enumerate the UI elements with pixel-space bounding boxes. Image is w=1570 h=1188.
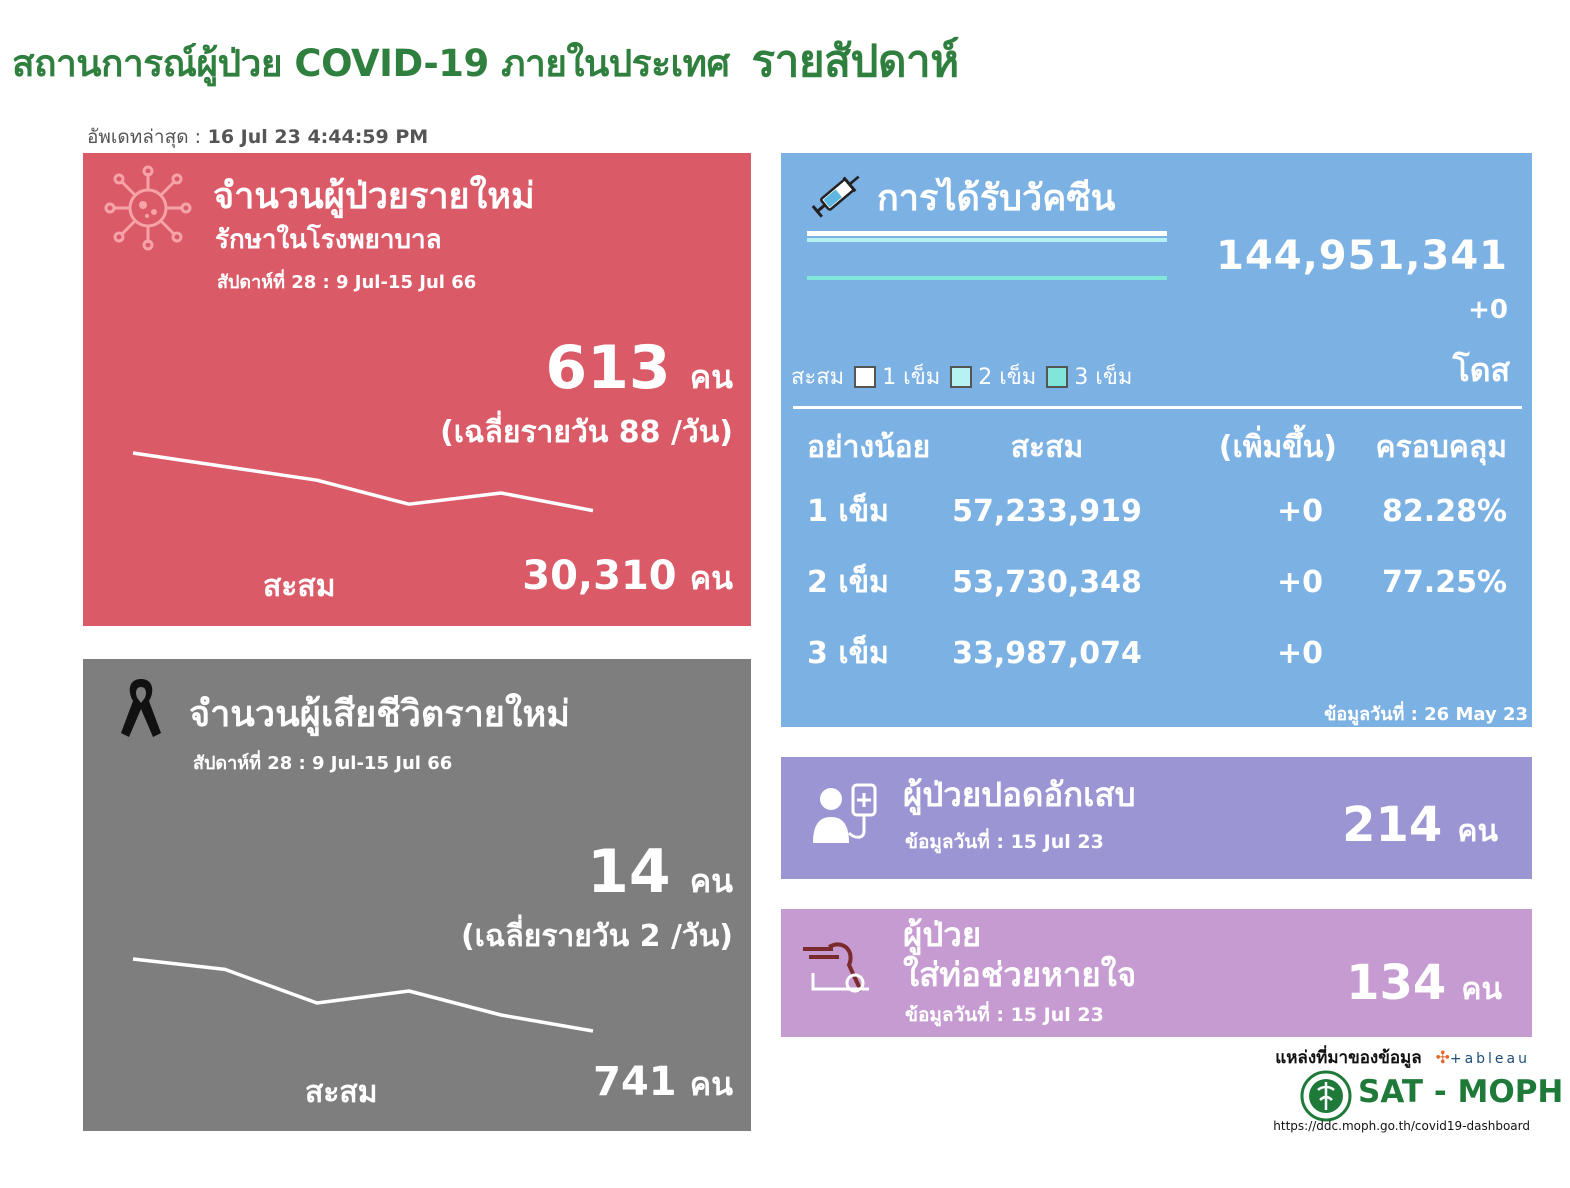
legend-label: สะสม [791,365,845,390]
vaccine-dose-unit: โดส [1452,351,1511,389]
moph-seal-logo [1300,1070,1352,1122]
deaths-unit: คน [689,862,733,900]
data-source: แหล่งที่มาของข้อมูล ✣+ableau [1275,1044,1530,1071]
pneumonia-value: 214 [1342,797,1443,853]
dose1-progress-bar [807,231,1167,236]
ventilator-data-date: ข้อมูลวันที่ : 15 Jul 23 [905,1004,1104,1026]
new-cases-cumulative-label: สะสม [263,569,336,604]
dose-label: 1 เข็ม [807,494,889,529]
dose3-progress-bar [807,276,1167,280]
new-cases-trend-line [132,451,594,513]
new-cases-title: จำนวนผู้ป่วยรายใหม่ [213,176,535,217]
col-header-coverage: ครอบคลุม [1375,429,1507,465]
sat-moph-label: SAT - MOPH [1358,1074,1564,1110]
vaccine-title: การได้รับวัคซีน [877,178,1116,219]
vaccine-divider [793,406,1522,409]
pneumonia-title: ผู้ป่วยปอดอักเสบ [903,775,1136,814]
ventilator-title-line1: ผู้ป่วย [903,915,982,954]
legend-swatch-dose2 [950,365,973,388]
tableau-logo-text: +ableau [1449,1051,1530,1067]
deaths-value-group: 14 คน [587,837,733,907]
deaths-cumulative-unit: คน [689,1065,733,1103]
deaths-card: จำนวนผู้เสียชีวิตรายใหม่ สัปดาห์ที่ 28 :… [83,659,751,1131]
legend-swatch-dose3 [1046,365,1069,388]
dose-coverage [1337,618,1507,689]
new-cases-cumulative-unit: คน [689,559,733,597]
ventilator-card: ผู้ป่วย ใส่ท่อช่วยหายใจ ข้อมูลวันที่ : 1… [781,909,1532,1037]
deaths-week: สัปดาห์ที่ 28 : 9 Jul-15 Jul 66 [193,753,453,774]
deaths-cumulative: 741 คน [593,1059,733,1110]
last-updated: อัพเดทล่าสุด : 16 Jul 23 4:44:59 PM [87,122,428,152]
pneumonia-data-date: ข้อมูลวันที่ : 15 Jul 23 [905,831,1104,853]
dose-label: 2 เข็ม [807,565,889,600]
tableau-logo-icon: ✣ [1435,1048,1450,1068]
table-row: 1 เข็ม 57,233,919 +0 82.28% [807,476,1507,547]
deaths-cumulative-label: สะสม [305,1075,378,1110]
black-ribbon-icon [121,679,161,737]
syringe-icon [811,175,860,218]
dose-increase: +0 [1276,494,1323,529]
dose-cumulative: 33,987,074 [952,636,1142,671]
deaths-average: (เฉลี่ยรายวัน 2 /วัน) [460,919,733,954]
col-header-cumulative: สะสม [1010,429,1084,465]
col-header-min-dose: อย่างน้อย [807,429,931,465]
vaccine-legend: สะสม 1 เข็ม 2 เข็ม 3 เข็ม [791,359,1132,394]
new-cases-cumulative: 30,310 คน [522,553,733,604]
ventilator-value: 134 [1346,955,1447,1011]
pneumonia-unit: คน [1457,814,1498,849]
new-cases-value-group: 613 คน [545,333,733,403]
new-cases-cumulative-value: 30,310 [522,553,677,599]
dose-cumulative: 57,233,919 [952,494,1142,529]
new-cases-subtitle: รักษาในโรงพยาบาล [215,225,442,255]
deaths-trend-line [132,957,594,1033]
pneumonia-card: ผู้ป่วยปอดอักเสบ ข้อมูลวันที่ : 15 Jul 2… [781,757,1532,879]
deaths-value: 14 [587,837,671,907]
pneumonia-value-group: 214 คน [1342,797,1498,855]
dose-increase: +0 [1276,636,1323,671]
dose-cumulative: 53,730,348 [952,565,1142,600]
table-row: 2 เข็ม 53,730,348 +0 77.25% [807,547,1507,618]
ventilator-icon [803,942,869,993]
deaths-title: จำนวนผู้เสียชีวิตรายใหม่ [189,694,570,735]
vaccine-table-header: อย่างน้อย สะสม (เพิ่มขึ้น) ครอบคลุม [807,418,1507,476]
last-updated-value: 16 Jul 23 4:44:59 PM [207,126,429,148]
vaccine-table: อย่างน้อย สะสม (เพิ่มขึ้น) ครอบคลุม 1 เข… [807,418,1507,689]
page-title-suffix: รายสัปดาห์ [751,36,960,87]
vaccine-card: การได้รับวัคซีน 144,951,341 +0 โดส สะสม … [781,153,1532,727]
ventilator-unit: คน [1461,972,1502,1007]
col-header-increase: (เพิ่มขึ้น) [1218,429,1337,465]
last-updated-label: อัพเดทล่าสุด : [87,126,201,148]
vaccine-total-doses: 144,951,341 [1216,233,1508,279]
ventilator-title-line2: ใส่ท่อช่วยหายใจ [903,955,1137,994]
data-source-label: แหล่งที่มาของข้อมูล [1275,1048,1422,1068]
new-cases-value: 613 [545,333,671,403]
legend-swatch-dose1 [854,365,877,388]
new-cases-average: (เฉลี่ยรายวัน 88 /วัน) [440,415,733,450]
dose2-progress-bar [807,238,1167,242]
new-cases-week: สัปดาห์ที่ 28 : 9 Jul-15 Jul 66 [217,272,477,293]
new-cases-unit: คน [689,358,733,396]
dose-coverage: 77.25% [1382,565,1507,600]
legend-dose3: 3 เข็ม [1074,365,1133,390]
page-title-text: สถานการณ์ผู้ป่วย COVID-19 ภายในประเทศ [12,42,730,85]
legend-dose1: 1 เข็ม [882,365,941,390]
dose-label: 3 เข็ม [807,636,889,671]
dose-coverage: 82.28% [1382,494,1507,529]
dose-increase: +0 [1276,565,1323,600]
vaccine-total-increase: +0 [1468,295,1508,325]
page-title: สถานการณ์ผู้ป่วย COVID-19 ภายในประเทศ ราย… [12,26,959,96]
ventilator-value-group: 134 คน [1346,955,1502,1013]
virus-icon [104,165,192,251]
vaccine-data-date: ข้อมูลวันที่ : 26 May 23 [1324,704,1528,725]
patient-icon [813,783,877,843]
new-cases-card: จำนวนผู้ป่วยรายใหม่ รักษาในโรงพยาบาล สัป… [83,153,751,626]
source-url[interactable]: https://ddc.moph.go.th/covid19-dashboard [1273,1119,1530,1133]
deaths-cumulative-value: 741 [593,1059,677,1105]
table-row: 3 เข็ม 33,987,074 +0 [807,618,1507,689]
legend-dose2: 2 เข็ม [978,365,1037,390]
